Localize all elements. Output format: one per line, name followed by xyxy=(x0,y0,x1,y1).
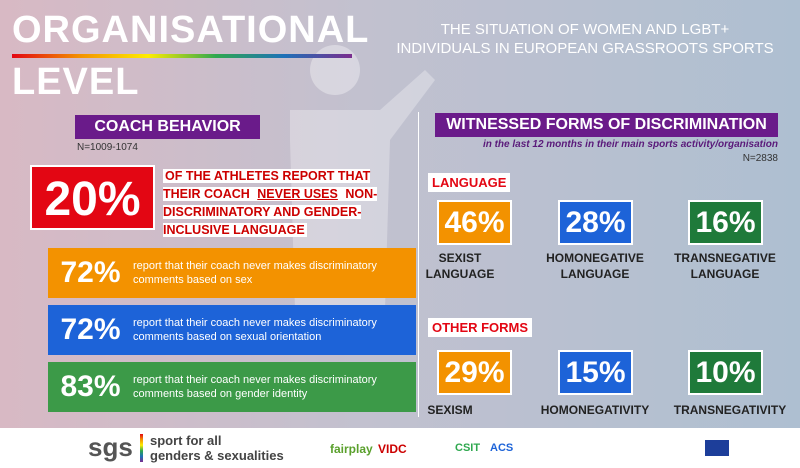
sample-size: N=1009-1074 xyxy=(77,142,138,153)
partner-logo: VIDC xyxy=(378,442,407,456)
stat-label: TRANSNEGATIVITY xyxy=(673,403,787,417)
sample-size: N=2838 xyxy=(742,153,778,164)
stat-value: 46% xyxy=(437,200,512,245)
stat-value: 28% xyxy=(558,200,633,245)
stat-value: 29% xyxy=(437,350,512,395)
subtitle: INDIVIDUALS IN EUROPEAN GRASSROOTS SPORT… xyxy=(396,40,774,57)
rainbow-line xyxy=(12,54,352,58)
section-subtitle: in the last 12 months in their main spor… xyxy=(482,139,778,150)
stat-text: report that their coach never makes disc… xyxy=(133,374,377,400)
stat-label: TRANSNEGATIVE LANGUAGE xyxy=(674,251,776,281)
stat-text: report that their coach never makes disc… xyxy=(133,317,377,343)
tagline: sport for all xyxy=(150,433,222,448)
stat-card: 72% report that their coach never makes d… xyxy=(48,248,416,298)
stat-value: 10% xyxy=(688,350,763,395)
stat-label: SEXIST LANGUAGE xyxy=(425,251,495,281)
brand: sgs xyxy=(88,432,133,462)
title: LEVEL xyxy=(12,61,140,103)
stat-value: 16% xyxy=(688,200,763,245)
subtitle: THE SITUATION OF WOMEN AND LGBT+ xyxy=(440,21,730,38)
title: ORGANISATIONAL xyxy=(12,9,370,51)
partner-logo: ACS xyxy=(490,442,514,454)
rainbow-bar xyxy=(140,434,143,462)
stat-value: 72% xyxy=(60,256,121,289)
tagline: genders & sexualities xyxy=(150,448,284,463)
headline-text: OF THE ATHLETES REPORT THAT THEIR COACH … xyxy=(163,167,398,239)
partner-logo: fairplay xyxy=(330,442,373,456)
footer: sgs sport for all genders & sexualities … xyxy=(0,428,800,468)
partner-logo: CSIT xyxy=(455,442,481,454)
stat-card: 83% report that their coach never makes d… xyxy=(48,362,416,412)
stat-value: 83% xyxy=(60,370,121,403)
group-label: OTHER FORMS xyxy=(428,318,533,337)
headline-value: 20% xyxy=(30,165,155,230)
stat-label: SEXISM xyxy=(427,403,473,417)
group-label: LANGUAGE xyxy=(428,173,511,192)
stat-text: report that their coach never makes disc… xyxy=(133,260,377,286)
stat-value: 72% xyxy=(60,313,121,346)
section-heading: COACH BEHAVIOR xyxy=(75,115,260,139)
section-heading: WITNESSED FORMS OF DISCRIMINATION xyxy=(435,113,778,137)
divider xyxy=(418,112,419,417)
eu-flag xyxy=(705,440,729,456)
stat-label: HOMONEGATIVE LANGUAGE xyxy=(546,251,644,281)
stat-value: 15% xyxy=(558,350,633,395)
emphasis: NEVER USES xyxy=(255,187,340,201)
stat-card: 72% report that their coach never makes d… xyxy=(48,305,416,355)
stat-label: HOMONEGATIVITY xyxy=(540,403,650,417)
